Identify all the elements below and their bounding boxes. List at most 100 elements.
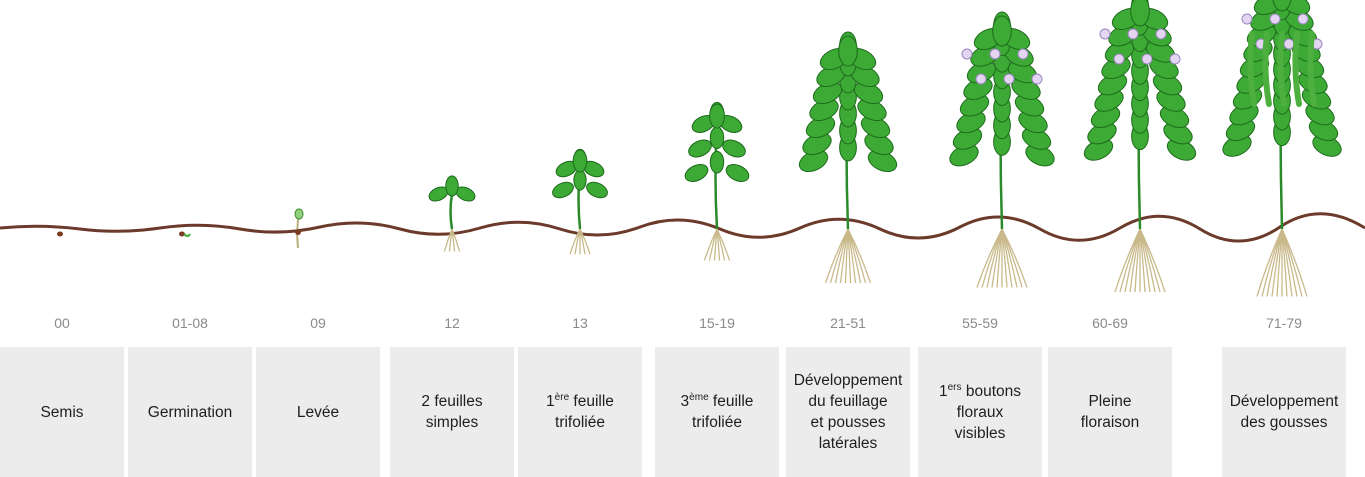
flower: [1003, 73, 1015, 85]
leaf: [586, 181, 608, 199]
label-line: Germination: [147, 403, 233, 421]
leaf: [992, 15, 1012, 47]
leaf: [1272, 0, 1292, 12]
leaf: [1253, 0, 1284, 16]
flower: [1017, 48, 1029, 60]
label-line: et pousses: [810, 414, 886, 431]
root: [847, 228, 872, 284]
label-line: Semis: [40, 403, 84, 421]
leaf: [552, 181, 574, 199]
leaf: [722, 139, 746, 158]
pod: [1277, 31, 1287, 107]
stage-code: 00: [54, 315, 70, 331]
stage-box: 1ers boutons floraux visibles: [918, 347, 1042, 477]
leaf: [688, 139, 712, 158]
leaf: [725, 164, 750, 182]
root: [716, 228, 731, 261]
label-line: floraux: [956, 403, 1004, 421]
label-superscript: ère: [554, 392, 570, 403]
leaf: [709, 126, 725, 150]
pod: [1307, 31, 1317, 107]
flower: [1155, 28, 1167, 40]
flower: [1241, 13, 1253, 25]
label-line: Développement: [793, 372, 903, 389]
stage-box: 2 feuilles simples: [390, 347, 514, 477]
root: [451, 228, 461, 252]
flower: [1283, 38, 1295, 50]
stage-code: 12: [444, 315, 460, 331]
label-text: 3: [680, 393, 690, 410]
label-line: du feuillage: [808, 393, 888, 410]
illustration: [0, 0, 1365, 297]
flower: [1297, 13, 1309, 25]
stage-box: Développement des gousses: [1222, 347, 1346, 477]
stage-box: 1ère feuille trifoliée: [518, 347, 642, 477]
flower: [1113, 53, 1125, 65]
root: [1001, 228, 1028, 288]
label-line: Développement: [1229, 393, 1339, 410]
label-text: 1: [939, 382, 948, 400]
label-line: latérales: [818, 435, 878, 452]
leaf: [572, 149, 588, 173]
stage-box: Développement du feuillage et pousses latér…: [786, 347, 910, 477]
flower: [975, 73, 987, 85]
stage-code: 15-19: [699, 315, 735, 331]
label-text: feuille: [708, 393, 754, 410]
label-superscript: ers: [947, 381, 962, 393]
leaf: [684, 164, 709, 182]
label-text: boutons: [961, 382, 1021, 400]
stage-code: 71-79: [1266, 315, 1302, 331]
flower: [989, 48, 1001, 60]
stage-code: 60-69: [1092, 315, 1128, 331]
stage-box: Semis: [0, 347, 124, 477]
stage-box: Levée: [256, 347, 380, 477]
flower: [1127, 28, 1139, 40]
seed: [57, 231, 63, 237]
leaf: [1280, 0, 1311, 16]
leaf: [709, 103, 725, 129]
stage-code: 09: [310, 315, 326, 331]
flower: [1141, 53, 1153, 65]
pod: [1292, 31, 1302, 107]
stage-box: Pleine floraison: [1048, 347, 1172, 477]
stage-box: Germination: [128, 347, 252, 477]
label-text: feuille: [569, 393, 614, 410]
stem: [449, 193, 454, 230]
label-line: visibles: [954, 424, 1006, 442]
root: [1139, 228, 1166, 293]
label-text: 1: [546, 393, 555, 410]
leaf: [573, 169, 587, 191]
label-line: 3ème feuille: [681, 391, 754, 412]
flower: [1031, 73, 1043, 85]
label-line: floraison: [1080, 414, 1140, 431]
leaf: [294, 208, 304, 220]
flower: [1269, 13, 1281, 25]
label-line: trifoliée: [555, 414, 605, 431]
seed: [179, 231, 185, 237]
flower: [961, 48, 973, 60]
leaf: [445, 175, 459, 197]
flower: [1099, 28, 1111, 40]
stage-code: 21-51: [830, 315, 866, 331]
label-line: Pleine: [1088, 393, 1132, 410]
label-line: 1ers boutons: [939, 381, 1021, 402]
pod: [1262, 31, 1272, 107]
flower: [1169, 53, 1181, 65]
label-line: des gousses: [1240, 414, 1328, 431]
label-line: 1ère feuille: [546, 391, 614, 412]
stage-code: 01-08: [172, 315, 208, 331]
sprout: [183, 233, 191, 237]
root: [1281, 228, 1308, 297]
stage-code: 55-59: [962, 315, 998, 331]
pod: [1247, 31, 1257, 107]
label-superscript: ème: [689, 392, 709, 403]
seed: [295, 229, 301, 235]
leaf: [709, 150, 725, 174]
leaf: [838, 35, 858, 67]
label-line: simples: [425, 414, 479, 431]
label-line: Levée: [296, 403, 340, 421]
label-line: 2 feuilles: [421, 393, 483, 410]
root: [579, 228, 591, 255]
stage-box: 3ème feuille trifoliée: [655, 347, 779, 477]
